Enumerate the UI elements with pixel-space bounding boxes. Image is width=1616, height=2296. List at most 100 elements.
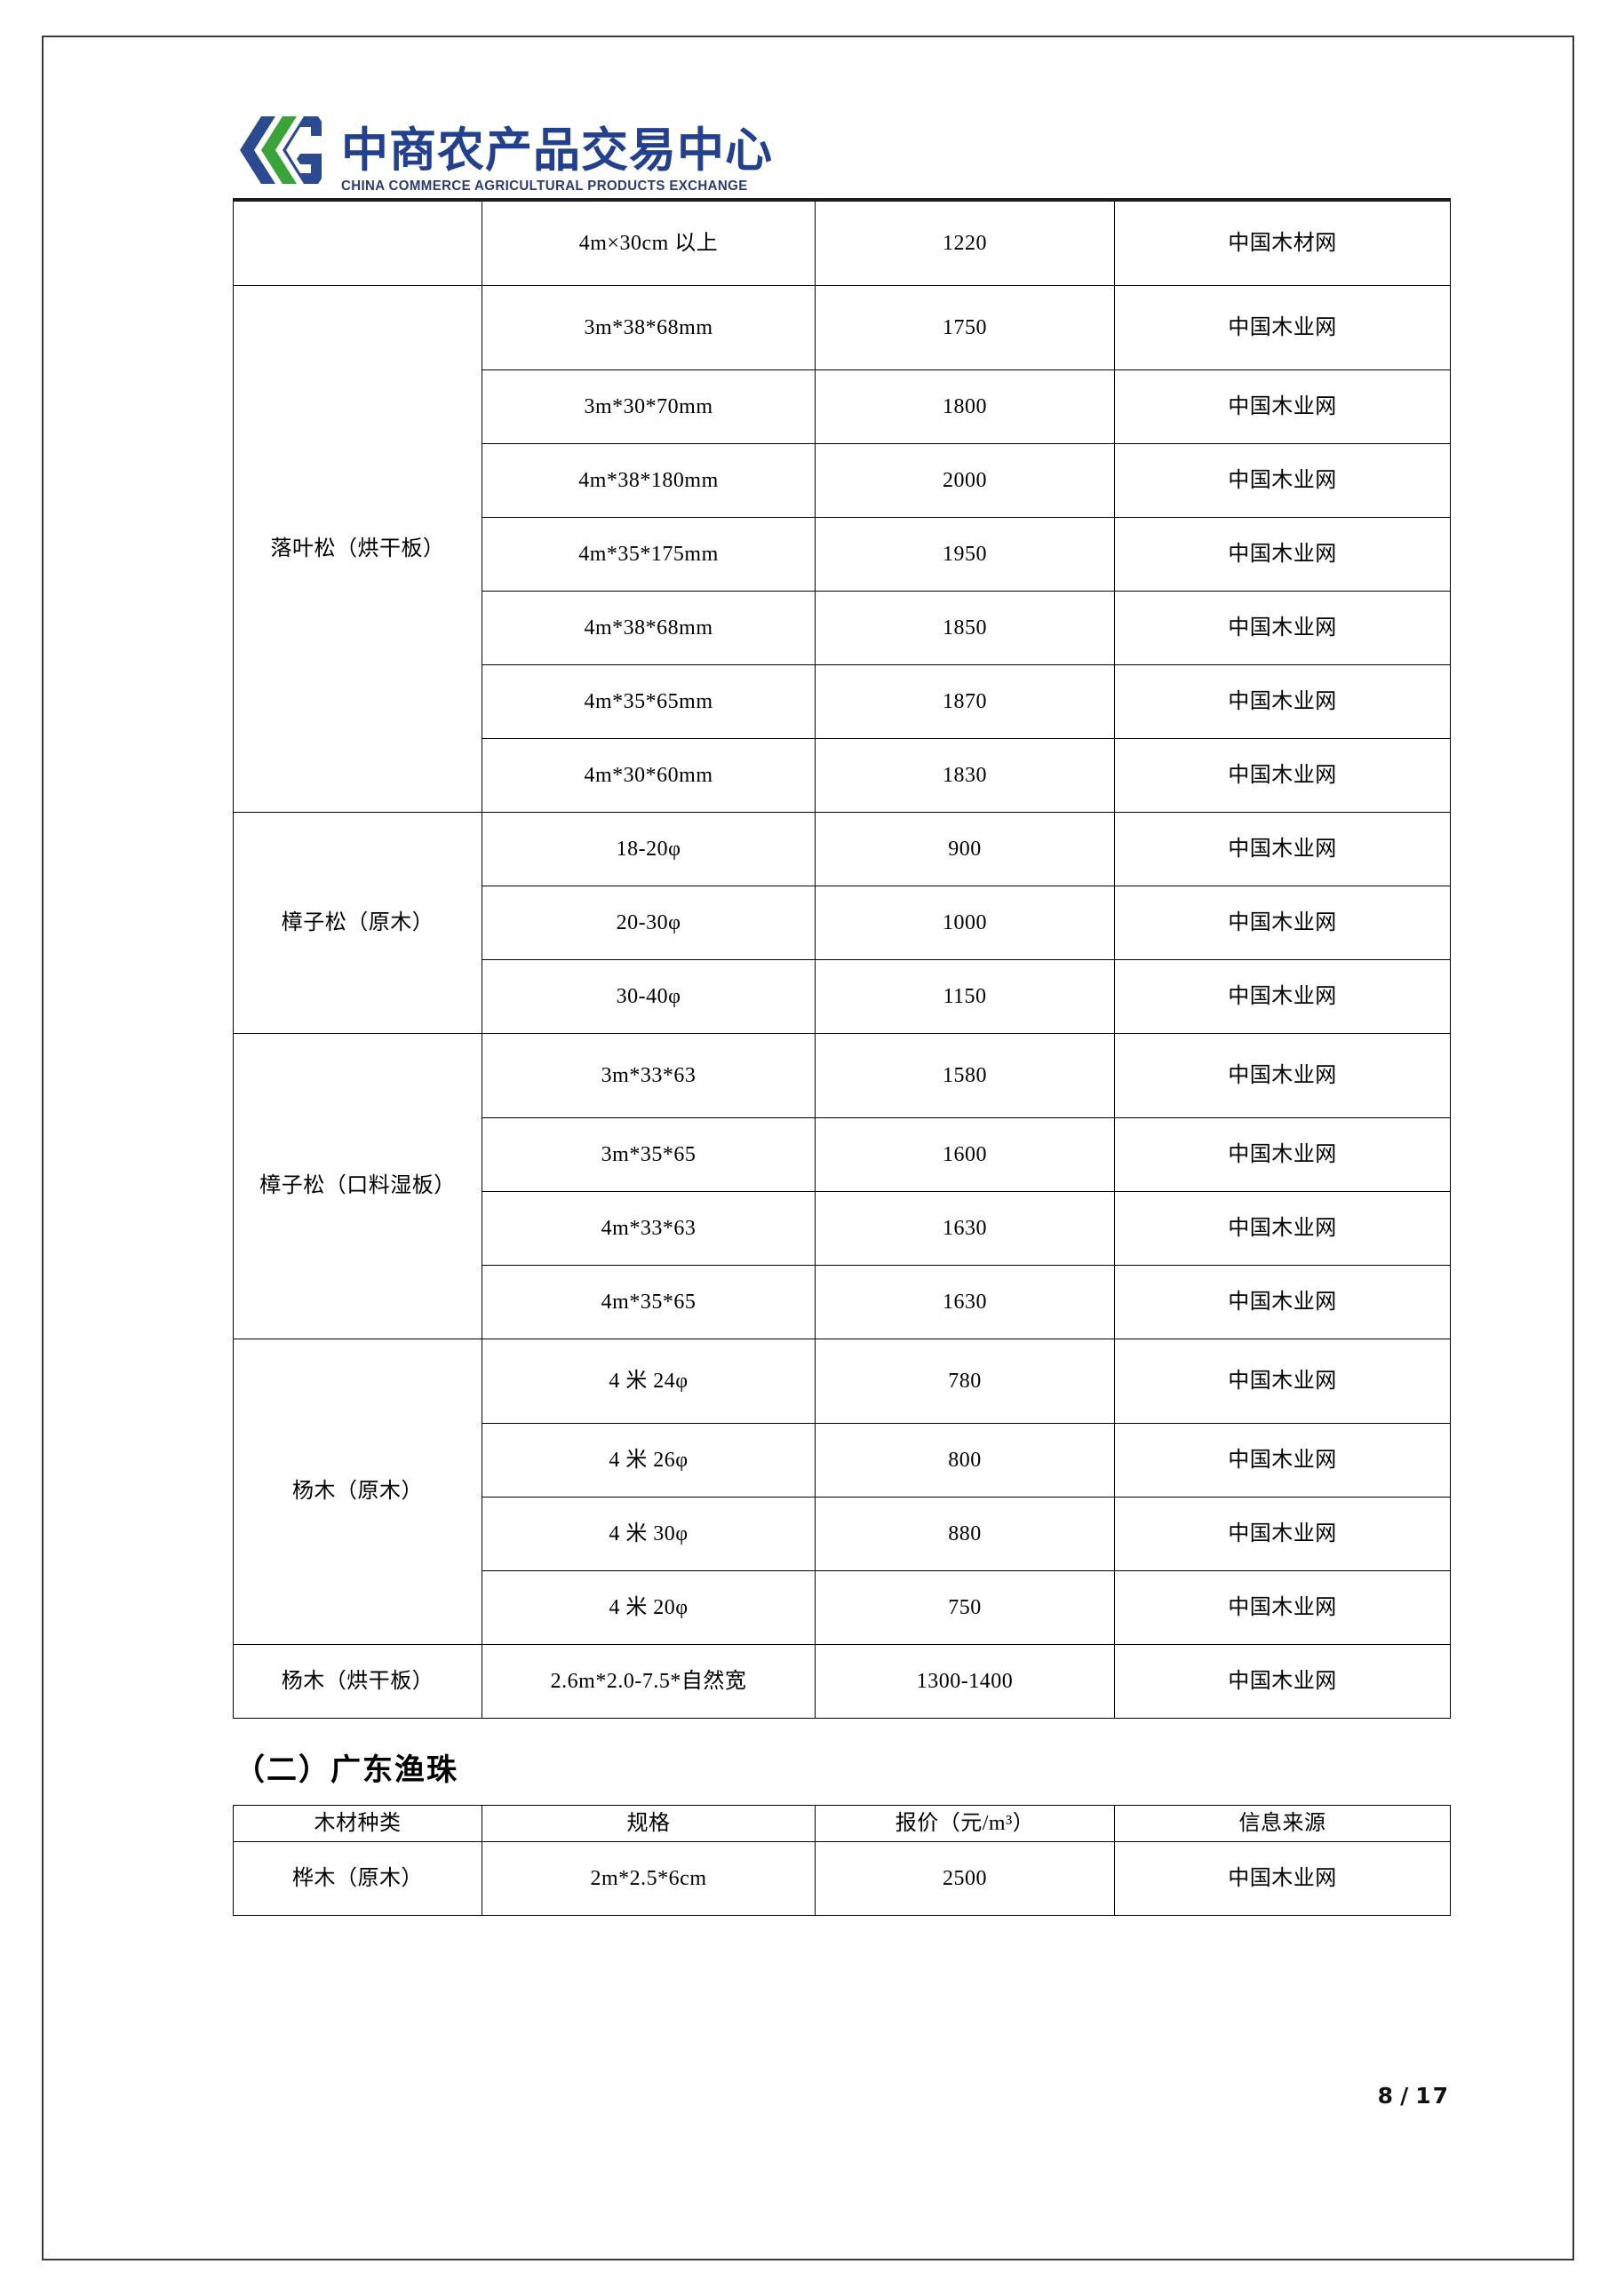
cell-price: 1000 [815,886,1115,960]
price-table-continued: 4m×30cm 以上 1220 中国木材网 落叶松（烘干板） 3m*38*68mm 175… [233,198,1451,1719]
cell-wood-kind [233,199,482,286]
cell-source: 中国木业网 [1114,812,1451,886]
cell-source: 中国木业网 [1114,886,1451,960]
cell-source: 中国木业网 [1114,1339,1451,1424]
cell-spec: 4m*35*65 [482,1265,816,1339]
cell-price: 1300-1400 [815,1644,1115,1719]
table-row: 樟子松（原木） 18-20φ 900 中国木业网 [233,812,1451,1034]
cell-price: 1150 [815,959,1115,1034]
table-row: 4m×30cm 以上 1220 中国木材网 [233,199,1451,286]
cell-wood-kind: 杨木（原木） [233,1339,482,1645]
cell-spec: 2m*2.5*6cm [482,1841,816,1917]
cell-spec: 4m*35*175mm [482,517,816,592]
cell-spec: 4m*35*65mm [482,664,816,739]
cell-spec: 4m*33*63 [482,1191,816,1266]
column-header: 信息来源 [1114,1804,1451,1843]
table-row: 4m*38*68mm 1850 中国木业网 [234,591,1451,665]
table-row: 桦木（原木） 2m*2.5*6cm 2500 中国木业网 [233,1841,1451,1917]
column-header: 报价（元/m³） [815,1804,1115,1843]
page-number-total: 17 [1415,2083,1450,2109]
table-row: 20-30φ 1000 中国木业网 [234,886,1451,960]
cell-spec: 4 米 26φ [482,1423,816,1498]
cell-source: 中国木业网 [1114,1570,1451,1645]
cell-source: 中国木业网 [1114,1117,1451,1192]
cell-spec: 4m*30*60mm [482,738,816,813]
cell-price: 900 [815,812,1115,886]
cell-spec: 30-40φ [482,959,816,1034]
cell-source: 中国木业网 [1114,1033,1451,1118]
cell-price: 1750 [815,285,1115,370]
table-row: 杨木（烘干板） 2.6m*2.0-7.5*自然宽 1300-1400 中国木业网 [233,1644,1451,1719]
cell-price: 750 [815,1570,1115,1645]
cell-source: 中国木业网 [1114,959,1451,1034]
cell-price: 1600 [815,1117,1115,1192]
chevron-diamond-logo-icon [235,107,327,193]
table-row: 4m*35*65mm 1870 中国木业网 [234,664,1451,739]
cell-wood-kind: 樟子松（口料湿板） [233,1033,482,1339]
cell-price: 1870 [815,664,1115,739]
cell-spec: 4 米 24φ [482,1339,816,1424]
cell-source: 中国木业网 [1114,1265,1451,1339]
column-header: 木材种类 [233,1804,482,1843]
cell-source: 中国木业网 [1114,1423,1451,1498]
cell-source: 中国木业网 [1114,369,1451,444]
table-row: 4m*35*65 1630 中国木业网 [234,1265,1451,1339]
cell-spec: 3m*35*65 [482,1117,816,1192]
cell-spec: 3m*38*68mm [482,285,816,370]
cell-source: 中国木业网 [1114,1497,1451,1571]
cell-spec: 4 米 20φ [482,1570,816,1645]
cell-price: 1850 [815,591,1115,665]
cell-source: 中国木业网 [1114,517,1451,592]
cell-source: 中国木业网 [1114,1191,1451,1266]
cell-source: 中国木业网 [1114,443,1451,518]
cell-source: 中国木业网 [1114,591,1451,665]
cell-wood-kind: 杨木（烘干板） [233,1644,482,1719]
cell-source: 中国木业网 [1114,1644,1451,1719]
cell-spec: 4m*38*68mm [482,591,816,665]
page-number-current: 8 [1377,2083,1396,2109]
table-row: 樟子松（口料湿板） 3m*33*63 1580 中国木业网 [233,1033,1451,1339]
brand-block: 中商农产品交易中心 CHINA COMMERCE AGRICULTURAL PR… [341,126,773,198]
cell-spec: 4m×30cm 以上 [482,199,816,286]
table-row: 3m*30*70mm 1800 中国木业网 [234,369,1451,444]
column-header: 规格 [482,1804,816,1843]
cell-price: 880 [815,1497,1115,1571]
cell-wood-kind: 落叶松（烘干板） [233,285,482,813]
brand-name-cn: 中商农产品交易中心 [341,123,773,178]
price-table-yuzhu: 木材种类 规格 报价（元/m³） 信息来源 桦木（原木） 2m*2.5*6cm 2500 中… [233,1804,1451,1917]
cell-wood-kind: 樟子松（原木） [233,812,482,1034]
table-row: 4 米 26φ 800 中国木业网 [234,1423,1451,1498]
cell-spec: 20-30φ [482,886,816,960]
page-footer: 8/17 [233,2083,1450,2109]
cell-spec: 3m*33*63 [482,1033,816,1118]
cell-price: 2500 [815,1841,1115,1917]
section-heading-two: （二）广东渔珠 [235,1752,458,1788]
page-content: 中商农产品交易中心 CHINA COMMERCE AGRICULTURAL PR… [233,84,1451,1917]
table-row: 4m*35*175mm 1950 中国木业网 [234,517,1451,592]
cell-wood-kind: 桦木（原木） [233,1841,482,1917]
cell-price: 2000 [815,443,1115,518]
letterhead: 中商农产品交易中心 CHINA COMMERCE AGRICULTURAL PR… [233,84,1450,198]
cell-source: 中国木业网 [1114,664,1451,739]
cell-price: 1580 [815,1033,1115,1118]
table-row: 杨木（原木） 4 米 24φ 780 中国木业网 [233,1339,1451,1645]
cell-price: 1800 [815,369,1115,444]
cell-spec: 4 米 30φ [482,1497,816,1571]
cell-source: 中国木业网 [1114,738,1451,813]
cell-source: 中国木材网 [1114,199,1451,286]
cell-price: 800 [815,1423,1115,1498]
cell-spec: 2.6m*2.0-7.5*自然宽 [482,1644,816,1719]
cell-price: 1950 [815,517,1115,592]
cell-price: 1830 [815,738,1115,813]
cell-spec: 3m*30*70mm [482,369,816,444]
table-header-row: 木材种类 规格 报价（元/m³） 信息来源 [233,1804,1451,1843]
brand-name-en: CHINA COMMERCE AGRICULTURAL PRODUCTS EXC… [341,179,748,194]
table-row: 3m*35*65 1600 中国木业网 [234,1117,1451,1192]
cell-source: 中国木业网 [1114,1841,1451,1917]
cell-price: 1630 [815,1265,1115,1339]
page-number-separator: / [1400,2083,1411,2109]
cell-spec: 18-20φ [482,812,816,886]
cell-price: 780 [815,1339,1115,1424]
cell-spec: 4m*38*180mm [482,443,816,518]
